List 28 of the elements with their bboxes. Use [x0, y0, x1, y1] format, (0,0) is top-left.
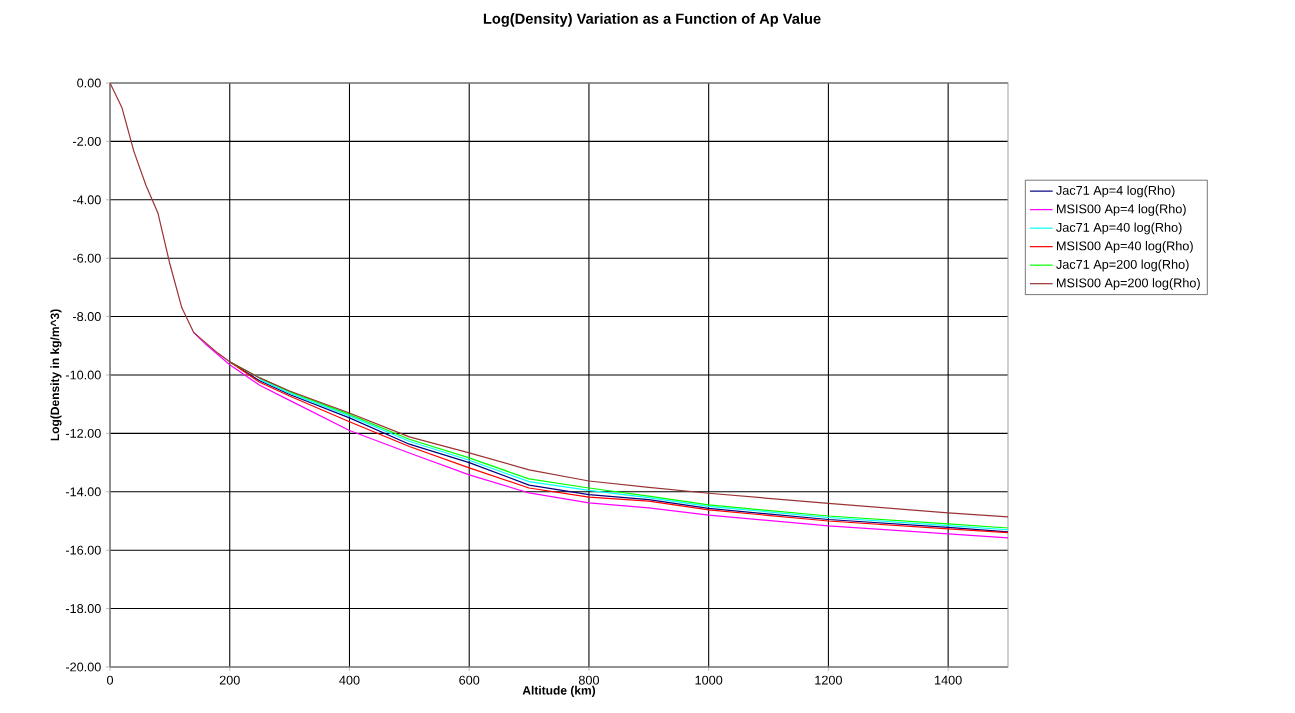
y-tick-label: -10.00 — [65, 370, 101, 380]
legend-label: Jac71 Ap=4 log(Rho) — [1056, 185, 1175, 198]
x-axis-title: Altitude (km) — [522, 685, 596, 697]
legend-label: MSIS00 Ap=4 log(Rho) — [1057, 204, 1186, 216]
y-axis-title: Log(Density in kg/m^3) — [50, 309, 62, 441]
chart-title: Log(Density) Variation as a Function of Ap Value — [483, 13, 821, 27]
x-tick-label: 400 — [339, 675, 360, 685]
legend-label: Jac71 Ap=40 log(Rho) — [1056, 222, 1182, 235]
legend-label: MSIS00 Ap=200 log(Rho) — [1057, 278, 1200, 290]
x-tick-label: 600 — [459, 675, 480, 685]
y-tick-label: -2.00 — [72, 136, 101, 146]
y-tick-label: -18.00 — [65, 604, 101, 614]
x-tick-label: 800 — [578, 675, 600, 685]
x-tick-label: 1400 — [935, 675, 962, 685]
y-tick-label: -14.00 — [65, 487, 101, 497]
y-tick-label: -16.00 — [65, 545, 101, 555]
y-tick-label: -6.00 — [72, 253, 101, 263]
y-tick-label: 0.00 — [77, 78, 101, 88]
y-tick-label: -8.00 — [72, 312, 101, 322]
y-tick-label: -20.00 — [65, 662, 101, 672]
legend-label: Jac71 Ap=200 log(Rho) — [1056, 259, 1189, 272]
y-tick-label: -4.00 — [72, 195, 101, 205]
legend-label: MSIS00 Ap=40 log(Rho) — [1057, 241, 1193, 253]
x-tick-label: 1000 — [695, 675, 723, 685]
y-tick-label: -12.00 — [65, 428, 101, 438]
x-tick-label: 200 — [219, 675, 240, 685]
x-tick-label: 0 — [106, 675, 114, 685]
x-tick-label: 1200 — [815, 675, 842, 685]
